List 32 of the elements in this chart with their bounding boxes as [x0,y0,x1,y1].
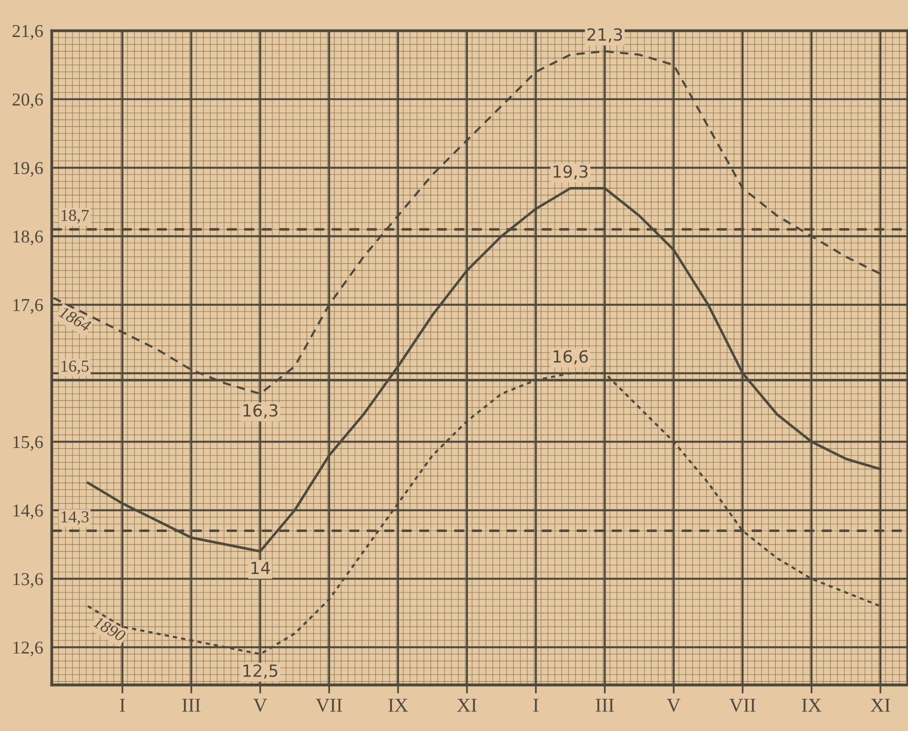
y-tick-label: 14,6 [13,504,43,520]
y-tick-label: 13,6 [13,573,43,588]
data-label: 12,5 [243,664,278,679]
y-tick-label: 12,6 [13,642,43,656]
x-tick-label: XI [870,698,890,712]
x-tick-label: III [596,698,614,712]
text: 1890 [92,616,126,642]
x-tick-label: XI [457,698,477,712]
x-tick-label: I [120,698,125,712]
y-tick-label: 17,6 [13,299,43,314]
y-tick-label: 18,6 [13,230,43,246]
data-label: 16,3 [243,404,278,418]
y-tick-label: 21,6 [12,25,43,40]
x-tick-label: III [182,698,200,712]
y-tick-label: 19,6 [13,162,43,177]
x-tick-label: IX [388,698,408,712]
ref-line-label: 14,3 [62,511,89,525]
data-label: 19,3 [554,165,588,180]
x-tick-label: V [253,698,268,712]
data-label: 21,3 [587,28,622,43]
x-tick-label: VII [729,698,756,712]
x-tick-label: VII [316,698,342,712]
x-tick-label: V [666,698,680,712]
y-tick-label: 15,6 [13,436,43,451]
data-label: 14 [251,562,270,574]
x-tick-label: IX [802,698,822,712]
ref-line-label: 16,5 [62,360,89,374]
text: 1864 [58,306,92,332]
data-label: 16,6 [554,350,588,364]
x-tick-label: I [533,698,538,712]
ref-line-label: 18,7 [62,210,89,224]
y-tick-label: 20,6 [12,93,43,108]
